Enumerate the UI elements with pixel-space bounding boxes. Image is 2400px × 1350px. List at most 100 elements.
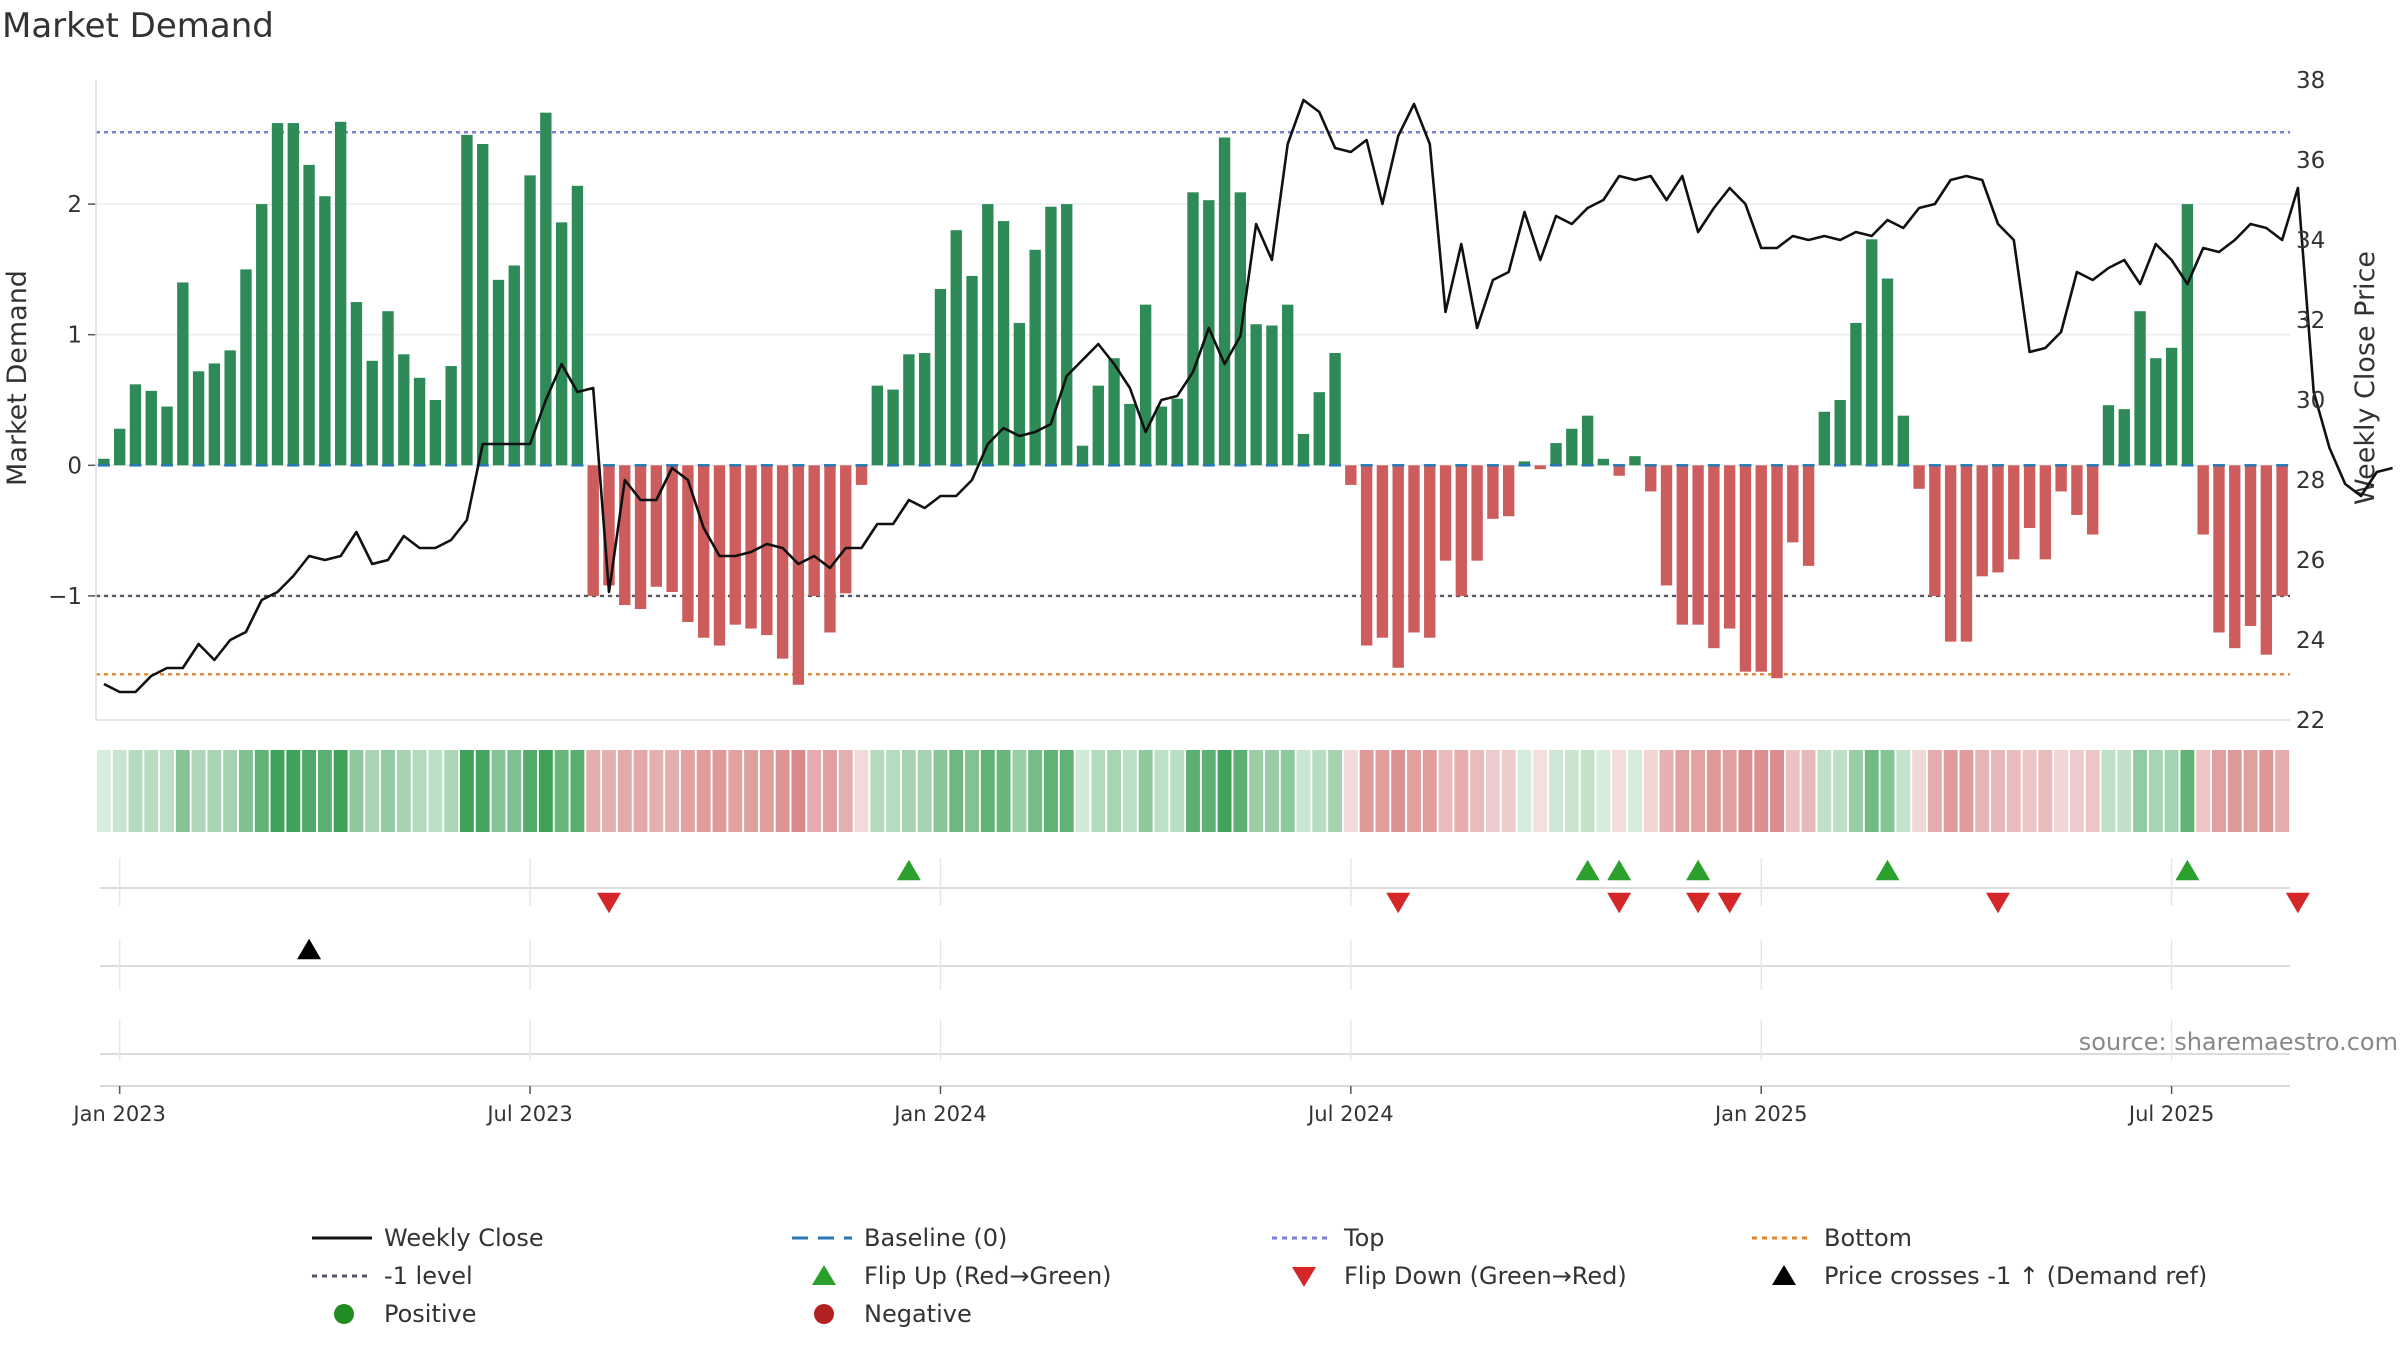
demand-bar-negative [1455,465,1468,596]
heat-cell [1438,750,1453,832]
heat-cell [2085,750,2100,832]
heat-cell [254,750,269,832]
demand-bar-positive [2134,311,2146,466]
demand-bar-negative [1771,465,1783,679]
y-right-tick-label: 38 [2296,68,2325,94]
demand-bar-positive [1866,239,1878,466]
heat-cell [933,750,948,832]
heat-cell [2275,750,2290,832]
flip-down-marker [1607,892,1632,914]
heat-cell [2117,750,2132,832]
x-tick-label: Jul 2024 [1306,1102,1393,1126]
demand-bar-negative [729,465,741,625]
weekly-close-line [103,98,2393,694]
demand-bar-positive [1834,400,1846,466]
heat-cell [1975,750,1990,832]
heat-cell [949,750,964,832]
heat-cell [2022,750,2037,832]
heat-cell [1028,750,1043,832]
legend-swatch-price_cross [1772,1265,1796,1285]
demand-bar-negative [1645,465,1657,492]
heat-cell [2243,750,2258,832]
heat-cell [1754,750,1769,832]
demand-bar-negative [619,465,631,606]
heat-cell [1643,750,1658,832]
demand-bar-negative [1345,465,1357,485]
demand-bar-positive [366,360,378,466]
demand-bar-positive [1124,403,1136,466]
demand-bar-negative [650,465,663,587]
heat-cell [1470,750,1485,832]
heat-cell [1391,750,1406,832]
demand-heat-strip [96,750,2290,832]
heat-cell [696,750,711,832]
heat-cell [1138,750,1153,832]
demand-bar-positive [903,354,915,466]
heat-cell [1817,750,1832,832]
heat-cell [586,750,601,832]
heat-cell [1375,750,1390,832]
demand-bar-positive [918,352,931,466]
heat-cell [1264,750,1279,832]
demand-bar-negative [1408,465,1420,633]
heat-cell [2148,750,2163,832]
heat-cell [965,750,979,832]
heat-cell [1691,750,1706,832]
heat-cell [1896,750,1911,832]
y-left-tick-label: 1 [67,323,82,349]
heat-cell [1580,750,1595,832]
flip-down-marker [1985,892,2010,914]
demand-bar-negative [2039,465,2052,560]
heat-cell [538,750,553,832]
y-right-tick-label: 36 [2296,148,2325,174]
heat-cell [791,750,806,832]
demand-bar-positive [1597,458,1610,466]
heat-cell [1501,750,1516,832]
heat-cell [554,750,569,832]
heat-cell [1770,750,1784,832]
legend-swatch-positive [334,1304,354,1324]
heat-cell [2038,750,2053,832]
demand-bar-positive [224,350,236,466]
demand-bar-positive [950,230,962,466]
heat-cell [823,750,837,832]
heat-cell [428,750,443,832]
x-tick-label: Jul 2023 [485,1102,572,1126]
demand-bar-negative [2213,465,2225,633]
demand-bar-positive [1029,249,1041,466]
heat-cell [2259,750,2274,832]
demand-bar-negative [1392,465,1404,668]
heat-cell [1706,750,1721,832]
demand-bar-positive [997,221,1010,466]
flip-up-marker [2175,859,2200,881]
demand-bar-positive [129,384,142,466]
demand-bar-negative [1944,465,1957,642]
flip-down-marker [1386,892,1411,914]
demand-bar-positive [555,222,568,466]
heat-cell [1186,750,1200,832]
legend-label-negative: Negative [864,1300,972,1328]
heat-cell [491,750,506,832]
legend-label-bottom: Bottom [1824,1224,1912,1252]
heat-cell [507,750,522,832]
heat-cell [633,750,648,832]
demand-bar-positive [1297,433,1310,466]
demand-bar-negative [1802,465,1815,566]
heat-cell [1517,750,1532,832]
demand-bar-positive [492,279,505,466]
legend: Weekly Close Baseline (0) Top Bottom -1 leve… [312,1224,2207,1328]
demand-bar-positive [1629,456,1641,466]
chart-title: Market Demand [2,6,274,46]
heat-cell [1880,750,1895,832]
demand-bar-negative [2023,465,2036,528]
y-axis-right: 22 24 26 28 30 32 34 36 38 [2296,68,2325,734]
demand-bar-positive [1566,428,1578,466]
demand-bar-positive [2150,358,2162,466]
demand-bar-negative [1424,465,1436,638]
y-right-tick-label: 32 [2296,308,2325,334]
heat-cell [1343,750,1358,832]
demand-bar-positive [1155,406,1168,466]
demand-bar-positive [177,282,189,466]
heat-cell [365,750,380,832]
demand-bar-negative [2087,465,2099,535]
